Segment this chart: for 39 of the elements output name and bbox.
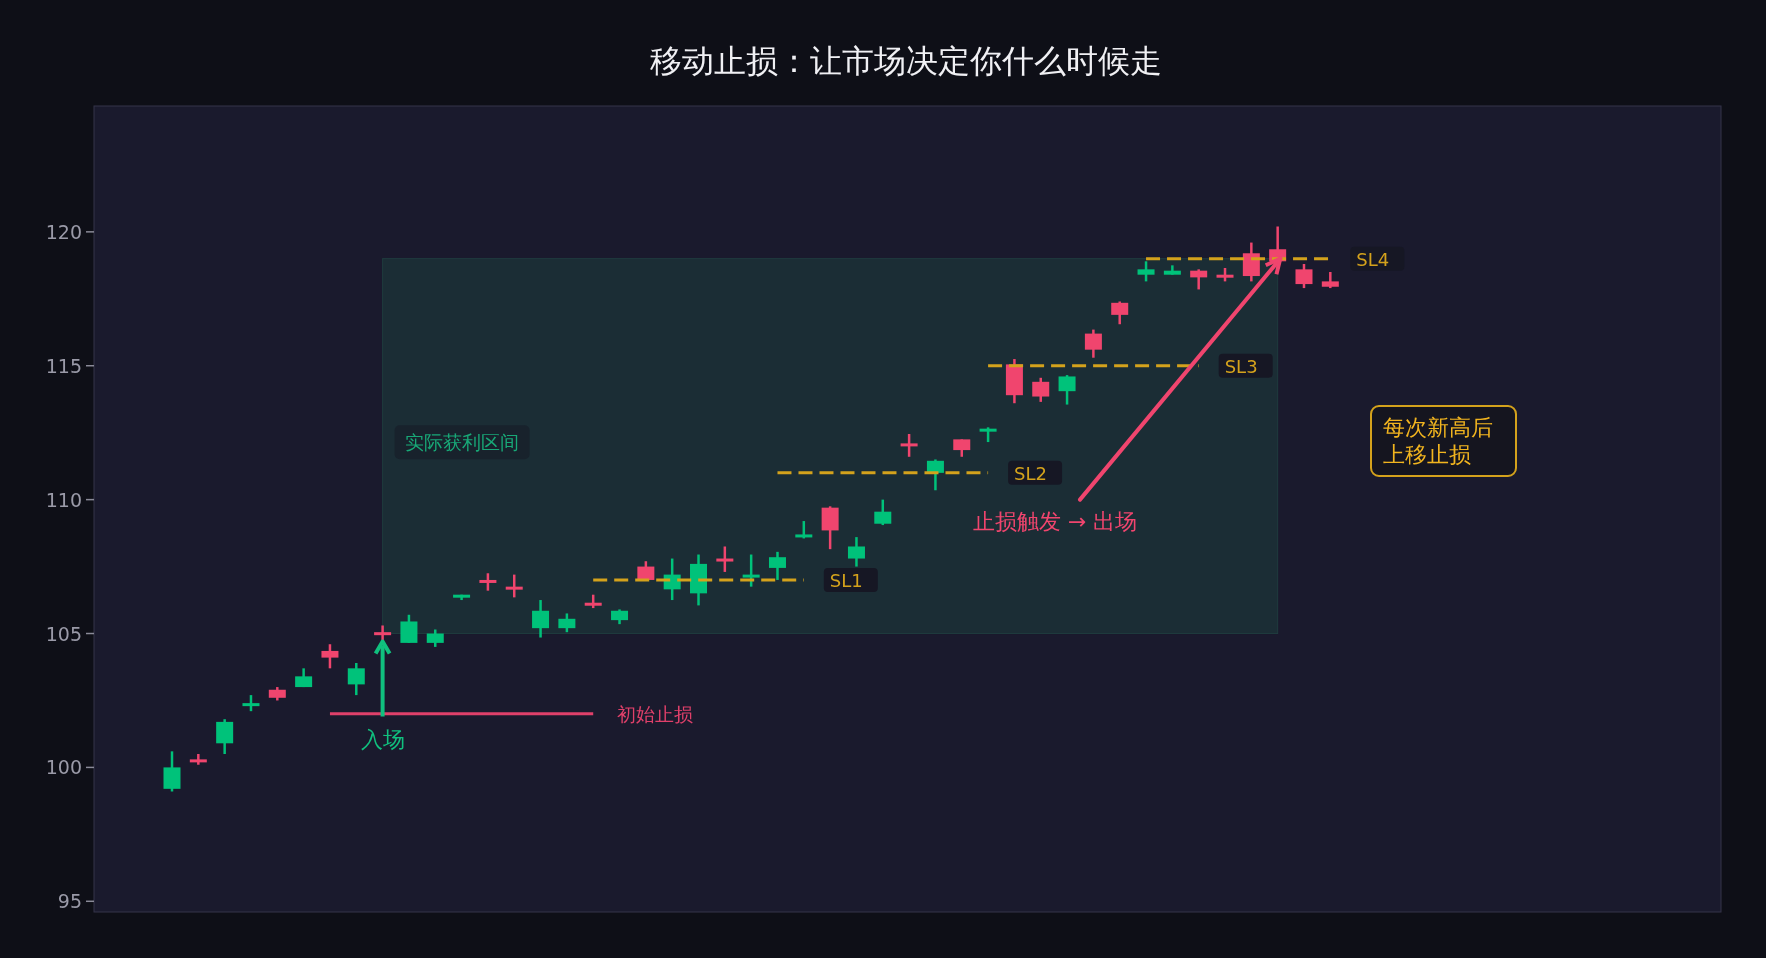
candlestick (1137, 260, 1155, 283)
candlestick (742, 553, 760, 588)
band-label: 实际获利区间 (394, 425, 530, 460)
y-tick-label: 95 (57, 890, 82, 913)
chart-title: 移动止损：让市场决定你什么时候走 (650, 42, 1162, 80)
candlestick (900, 432, 918, 459)
y-tick-label: 120 (45, 220, 82, 243)
candlestick (163, 750, 181, 793)
note-box: 每次新高后 上移止损 (1370, 405, 1517, 477)
candlestick (874, 498, 892, 527)
series-label: SL3 (1224, 355, 1258, 377)
band-label: 实际获利区间 (404, 431, 519, 454)
y-tick-label: 110 (45, 488, 82, 511)
candlestick (821, 505, 839, 551)
candlestick (400, 613, 418, 645)
candlestick (1058, 373, 1076, 406)
y-tick-label: 115 (45, 354, 82, 377)
candlestick (1084, 328, 1102, 359)
candlestick (505, 573, 523, 599)
candlestick (532, 598, 550, 639)
series-label: 初始止损 (617, 702, 694, 725)
candlestick (347, 661, 365, 697)
y-tick-label: 105 (45, 622, 82, 645)
candlestick (1111, 300, 1129, 326)
series-label: SL2 (1014, 462, 1047, 484)
candlestick (847, 535, 865, 568)
y-tick-label: 100 (45, 756, 82, 779)
candlestick (1242, 241, 1260, 283)
candlestick (216, 717, 234, 756)
candlestick (321, 642, 339, 670)
annotation: 止损触发 → 出场 (973, 508, 1138, 534)
series-label: SL4 (1356, 248, 1390, 270)
candlestick (558, 612, 576, 634)
series-label: SL1 (829, 569, 863, 591)
candlestick (1032, 376, 1050, 404)
candlestick (768, 550, 786, 582)
annotation: 入场 (360, 726, 405, 752)
candlestick (1295, 262, 1313, 290)
candlestick (716, 545, 734, 574)
